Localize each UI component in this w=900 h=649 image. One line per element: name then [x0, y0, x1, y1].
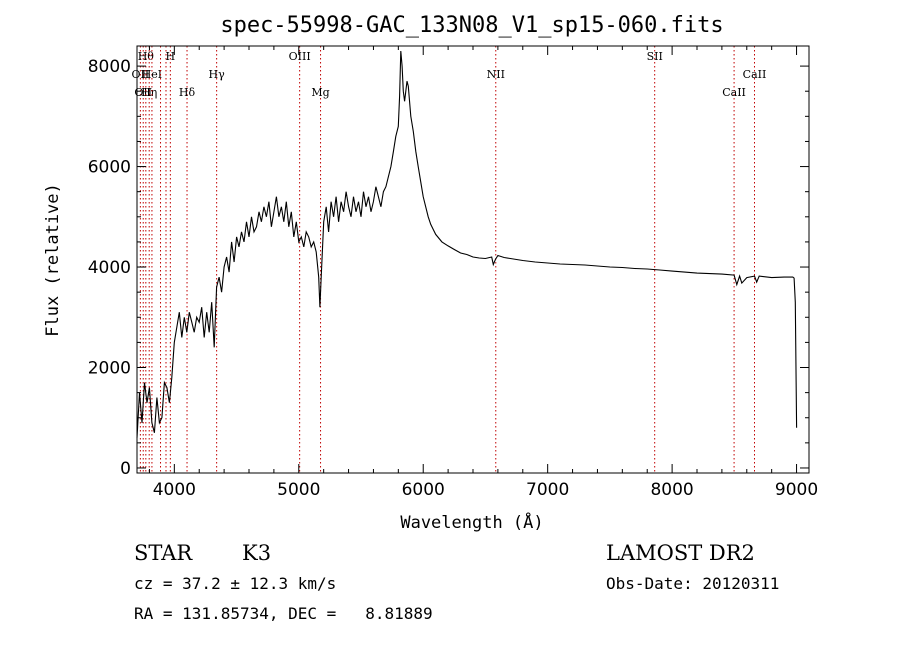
chart-title: spec-55998-GAC_133N08_V1_sp15-060.fits	[220, 13, 723, 38]
object-subclass: K3	[242, 541, 272, 565]
x-tick-label: 9000	[775, 480, 818, 500]
axis-ticks: 4000 5000 6000 7000 8000 9000 0 2000 4000 6000 800…	[88, 46, 818, 500]
spectral-line-label: Hθ	[138, 50, 155, 63]
coordinates: RA = 131.85734, DEC = 8.81889	[134, 604, 433, 623]
spectral-line-label: Hγ	[209, 68, 226, 81]
spectral-line-label: CaII	[743, 68, 767, 81]
spectral-line-label: OIII	[289, 50, 311, 63]
y-axis-label: Flux (relative)	[43, 183, 63, 337]
spectral-line-label: H	[166, 50, 176, 63]
spectral-line-label: CaII	[722, 86, 746, 99]
x-tick-label: 4000	[153, 480, 196, 500]
spectral-line-label: NII	[487, 68, 505, 81]
redshift-cz: cz = 37.2 ± 12.3 km/s	[134, 574, 337, 593]
survey-name: LAMOST DR2	[606, 541, 755, 565]
spectral-line-markers: OII OII Hθ Hη HeI H Hδ Hγ OIII Mg NII SII CaII CaII	[132, 46, 767, 473]
spectral-line-label: Mg	[311, 86, 329, 99]
observation-date: Obs-Date: 20120311	[606, 574, 780, 593]
y-tick-label: 6000	[88, 158, 131, 178]
plot-frame	[136, 45, 810, 474]
spectrum-series-line	[136, 50, 798, 438]
y-tick-label: 4000	[88, 258, 131, 278]
y-tick-label: 8000	[88, 57, 131, 77]
x-tick-label: 7000	[526, 480, 569, 500]
y-tick-label: 0	[120, 459, 131, 479]
spectral-line-label: SII	[647, 50, 663, 63]
x-tick-label: 8000	[650, 480, 693, 500]
x-tick-label: 6000	[402, 480, 445, 500]
object-class: STAR	[134, 541, 193, 565]
x-axis-label: Wavelength (Å)	[400, 511, 543, 533]
spectral-line-label: HeI	[142, 68, 162, 81]
spectral-line-label: OII	[132, 68, 150, 81]
x-tick-label: 5000	[277, 480, 320, 500]
spectral-line-label: Hδ	[179, 86, 196, 99]
y-tick-label: 2000	[88, 359, 131, 379]
spectral-line-label: OII	[134, 86, 152, 99]
spectral-line-label: Hη	[141, 86, 157, 99]
